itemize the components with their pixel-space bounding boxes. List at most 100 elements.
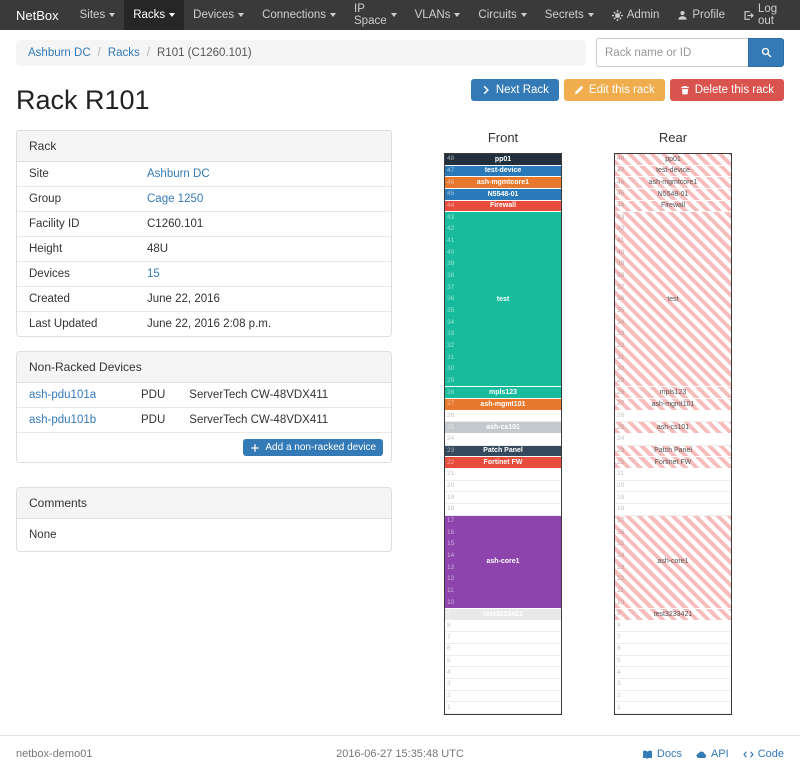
search-button[interactable]: [748, 38, 784, 67]
unit-number: 10: [447, 598, 455, 606]
device-pp01[interactable]: pp01: [615, 154, 731, 166]
device-n5548-01[interactable]: N5548-01: [445, 189, 561, 201]
device-firewall[interactable]: Firewall: [615, 200, 731, 213]
footer-link-docs[interactable]: Docs: [642, 748, 682, 760]
unit-number: 20: [447, 481, 455, 489]
device-ash-core1[interactable]: ash-core1: [615, 515, 731, 609]
next-rack-button[interactable]: Next Rack: [470, 79, 559, 101]
device-n5548-01[interactable]: N5548-01: [615, 189, 731, 201]
rack-unit-8: 8: [445, 621, 561, 633]
device-label: Fortinet FW: [654, 459, 692, 467]
unit-number: 8: [447, 621, 451, 629]
device-type: ServerTech CW-48VDX411: [189, 389, 329, 401]
footer: netbox-demo01 2016-06-27 15:35:48 UTC Do…: [0, 735, 800, 774]
nav-item-connections[interactable]: Connections: [253, 0, 345, 30]
footer-link-label: API: [710, 748, 729, 760]
attr-value-link[interactable]: Ashburn DC: [147, 168, 210, 180]
unit-number: 14: [447, 551, 455, 559]
code-icon: [742, 749, 754, 760]
unit-number: 11: [447, 586, 454, 594]
device-link[interactable]: ash-pdu101b: [29, 414, 97, 426]
device-pp01[interactable]: pp01: [445, 154, 561, 166]
attr-value-link[interactable]: 15: [147, 268, 160, 280]
nav-item-circuits[interactable]: Circuits: [469, 0, 535, 30]
footer-link-code[interactable]: Code: [742, 748, 784, 760]
unit-number: 14: [617, 551, 625, 559]
unit-number: 7: [617, 633, 621, 641]
device-test3233421[interactable]: test3233421: [445, 609, 561, 621]
unit-number: 23: [447, 446, 455, 454]
rack-unit-2: 2: [445, 691, 561, 703]
unit-number: 42: [447, 225, 455, 233]
device-ash-cs101[interactable]: ash-cs101: [615, 422, 731, 434]
rack-unit-8: 8: [615, 621, 731, 633]
device-label: ash-cs101: [486, 424, 520, 432]
device-test[interactable]: test: [615, 212, 731, 388]
device-name-cell: ash-pdu101a: [17, 383, 129, 408]
device-ash-mgmtcore1[interactable]: ash-mgmtcore1: [615, 177, 731, 189]
attr-label: Facility ID: [17, 211, 135, 237]
device-mpls123[interactable]: mpls123: [615, 387, 731, 399]
device-mpls123[interactable]: mpls123: [445, 387, 561, 399]
edit-rack-button[interactable]: Edit this rack: [563, 79, 665, 101]
device-ash-core1[interactable]: ash-core1: [445, 515, 561, 609]
caret-down-icon: [169, 13, 176, 17]
unit-number: 37: [447, 283, 455, 291]
nav-item-log-out[interactable]: Log out: [734, 0, 792, 30]
device-ash-mgmt101[interactable]: ash-mgmt101: [445, 399, 561, 411]
nav-item-racks[interactable]: Racks: [124, 0, 185, 30]
device-label: pp01: [665, 155, 681, 163]
rack-unit-4: 4: [445, 667, 561, 679]
nav-item-profile[interactable]: Profile: [668, 0, 734, 30]
unit-number: 16: [447, 528, 455, 536]
device-ash-mgmtcore1[interactable]: ash-mgmtcore1: [445, 177, 561, 189]
device-fortinet-fw[interactable]: Fortinet FW: [445, 457, 561, 469]
app-brand[interactable]: NetBox: [16, 7, 59, 23]
device-label: pp01: [494, 155, 512, 163]
add-non-racked-device-button[interactable]: Add a non-racked device: [243, 439, 383, 456]
breadcrumb-item[interactable]: Ashburn DC: [28, 46, 91, 59]
unit-number: 34: [617, 318, 625, 326]
breadcrumb: Ashburn DC / Racks / R101 (C1260.101): [16, 39, 586, 66]
unit-number: 41: [617, 236, 625, 244]
unit-number: 32: [617, 341, 625, 349]
device-firewall[interactable]: Firewall: [445, 200, 561, 213]
unit-number: 22: [447, 458, 455, 466]
device-fortinet-fw[interactable]: Fortinet FW: [615, 457, 731, 469]
device-test3233421[interactable]: test3233421: [615, 609, 731, 621]
nav-item-vlans[interactable]: VLANs: [406, 0, 470, 30]
device-link[interactable]: ash-pdu101a: [29, 389, 97, 401]
nav-item-secrets[interactable]: Secrets: [536, 0, 603, 30]
unit-number: 34: [447, 318, 455, 326]
footer-link-api[interactable]: API: [696, 748, 729, 760]
device-ash-mgmt101[interactable]: ash-mgmt101: [615, 399, 731, 411]
non-racked-panel: Non-Racked Devices ash-pdu101a PDU ServerT…: [16, 351, 392, 463]
device-test[interactable]: test: [445, 212, 561, 388]
nav-item-sites[interactable]: Sites: [71, 0, 125, 30]
nav-item-devices[interactable]: Devices: [184, 0, 253, 30]
attr-value-link[interactable]: Cage 1250: [147, 193, 204, 205]
device-label: test: [667, 295, 679, 303]
navbar: NetBox Sites Racks Devices Connections IP Sp…: [0, 0, 800, 30]
nav-item-admin[interactable]: Admin: [603, 0, 669, 30]
rack-unit-6: 6: [445, 644, 561, 656]
nav-item-ip-space[interactable]: IP Space: [345, 0, 406, 30]
delete-rack-button[interactable]: Delete this rack: [669, 79, 784, 101]
device-patch-panel[interactable]: Patch Panel: [615, 445, 731, 458]
attr-label: Height: [17, 236, 135, 262]
device-label: Patch Panel: [654, 447, 692, 455]
device-patch-panel[interactable]: Patch Panel: [445, 445, 561, 458]
front-elevation: Front 48 47 46 45 44 43 42 41 40 39 38 37 36 35 34 33 32…: [444, 130, 562, 715]
unit-number: 39: [447, 260, 455, 268]
device-test-device[interactable]: test-device: [615, 165, 731, 178]
unit-number: 36: [447, 295, 455, 303]
rack-info-row: Site Ashburn DC: [17, 162, 391, 187]
rack-unit-4: 4: [615, 667, 731, 679]
breadcrumb-item[interactable]: Racks: [107, 46, 140, 59]
plus-icon: [250, 443, 260, 453]
device-test-device[interactable]: test-device: [445, 165, 561, 178]
search-input[interactable]: [596, 38, 748, 67]
device-ash-cs101[interactable]: ash-cs101: [445, 422, 561, 434]
rack-actions: Next Rack Edit this rack Delete this rac…: [470, 79, 784, 101]
nav-item-label: Sites: [79, 9, 106, 21]
